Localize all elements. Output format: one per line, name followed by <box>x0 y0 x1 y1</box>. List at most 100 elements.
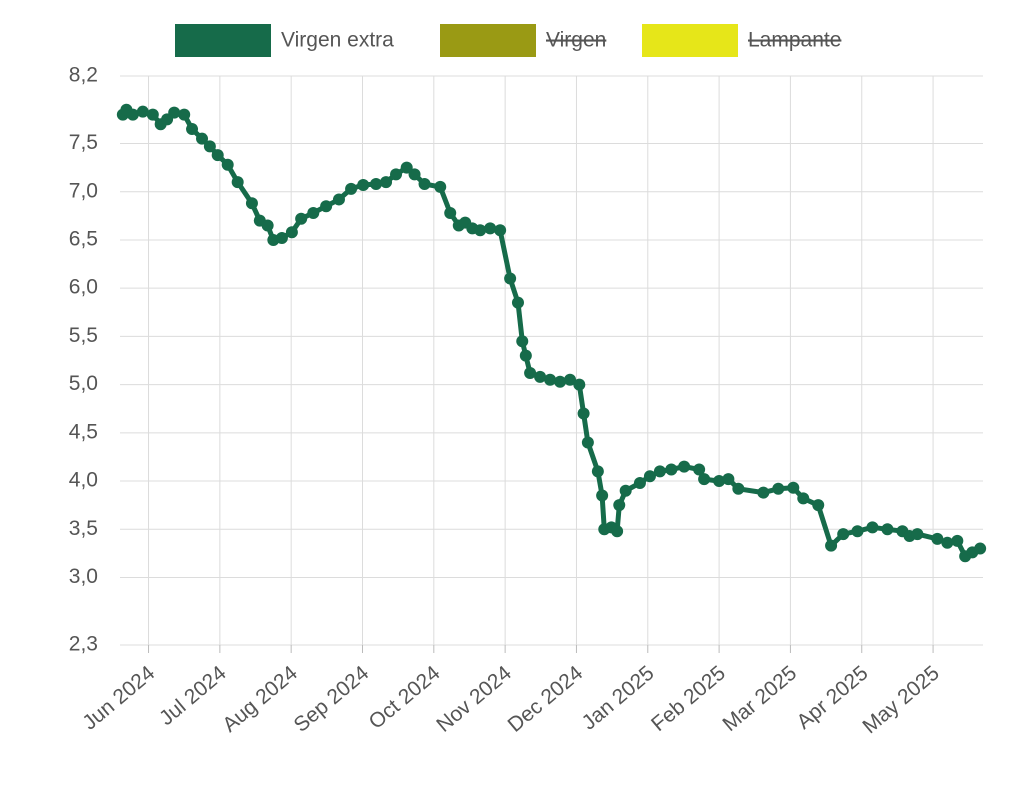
series-line <box>120 107 982 559</box>
point <box>619 484 632 497</box>
point <box>168 106 181 119</box>
point <box>812 499 825 512</box>
y-tick-label: 2,3 <box>69 633 98 656</box>
y-tick-label: 3,5 <box>69 517 98 540</box>
legend-item[interactable]: Virgen <box>440 24 606 57</box>
point <box>178 108 191 121</box>
point <box>931 532 944 545</box>
point <box>722 473 735 486</box>
y-tick-label: 8,2 <box>69 64 98 87</box>
x-tick-label: Jan 2025 <box>578 661 659 734</box>
point <box>295 212 308 225</box>
point <box>591 465 604 478</box>
x-tick-label: Mar 2025 <box>718 661 801 736</box>
point <box>418 178 431 191</box>
y-tick-label: 4,0 <box>69 469 98 492</box>
point <box>772 482 785 495</box>
point <box>136 105 149 118</box>
y-tick-label: 4,5 <box>69 420 98 443</box>
point <box>573 378 586 391</box>
point <box>221 158 234 171</box>
point <box>611 525 624 538</box>
point <box>511 296 524 309</box>
y-tick-label: 5,5 <box>69 324 98 347</box>
point <box>974 542 987 555</box>
point <box>146 108 159 121</box>
point <box>787 481 800 494</box>
point <box>613 499 626 512</box>
y-tick-label: 7,5 <box>69 131 98 154</box>
point <box>408 168 421 181</box>
point <box>320 200 333 213</box>
point <box>390 168 403 181</box>
point <box>357 178 370 191</box>
point <box>474 224 487 237</box>
x-tick-label: Oct 2024 <box>365 661 445 734</box>
point <box>678 460 691 473</box>
point <box>307 206 320 219</box>
point <box>524 367 537 380</box>
point <box>866 521 879 534</box>
x-tick-label: May 2025 <box>858 661 943 738</box>
point <box>851 525 864 538</box>
legend-swatch <box>175 24 271 57</box>
point <box>881 523 894 536</box>
point <box>400 161 413 174</box>
point <box>380 176 393 189</box>
point <box>444 206 457 219</box>
y-tick-label: 5,0 <box>69 372 98 395</box>
point <box>544 373 557 386</box>
point <box>837 528 850 541</box>
y-tick-label: 6,5 <box>69 227 98 250</box>
point <box>484 222 497 235</box>
x-tick-label: Sep 2024 <box>290 661 374 737</box>
point <box>911 528 924 541</box>
point <box>825 539 838 552</box>
legend-item[interactable]: Lampante <box>642 24 841 57</box>
point <box>577 407 590 420</box>
x-tick-label: Aug 2024 <box>218 661 302 737</box>
point <box>797 492 810 505</box>
point <box>504 272 517 285</box>
legend-swatch <box>642 24 738 57</box>
point <box>203 140 216 153</box>
x-tick-label: Dec 2024 <box>504 661 588 737</box>
point <box>345 182 358 195</box>
point <box>698 473 711 486</box>
x-tick-label: Jun 2024 <box>78 661 159 734</box>
point <box>951 534 964 547</box>
y-tick-label: 3,0 <box>69 565 98 588</box>
point <box>231 176 244 189</box>
y-tick-label: 6,0 <box>69 276 98 299</box>
x-tick-label: Feb 2025 <box>647 661 730 736</box>
legend-label: Virgen extra <box>281 29 394 52</box>
point <box>261 219 274 232</box>
y-tick-label: 7,0 <box>69 179 98 202</box>
point <box>732 482 745 495</box>
point <box>186 123 199 136</box>
point <box>494 224 507 237</box>
point <box>564 373 577 386</box>
point <box>665 463 678 476</box>
x-tick-label: Nov 2024 <box>432 661 516 737</box>
point <box>211 149 224 162</box>
legend-label: Lampante <box>748 29 841 52</box>
point <box>126 108 139 121</box>
point <box>332 193 345 206</box>
legend-label: Virgen <box>546 29 606 52</box>
legend-item[interactable]: Virgen extra <box>175 24 394 57</box>
point <box>434 180 447 193</box>
point <box>285 226 298 239</box>
point <box>941 536 954 549</box>
point <box>596 489 609 502</box>
point <box>653 465 666 478</box>
legend-swatch <box>440 24 536 57</box>
point <box>713 475 726 488</box>
point <box>693 463 706 476</box>
point <box>757 486 770 499</box>
point <box>554 375 567 388</box>
point <box>196 132 209 145</box>
point <box>534 370 547 383</box>
